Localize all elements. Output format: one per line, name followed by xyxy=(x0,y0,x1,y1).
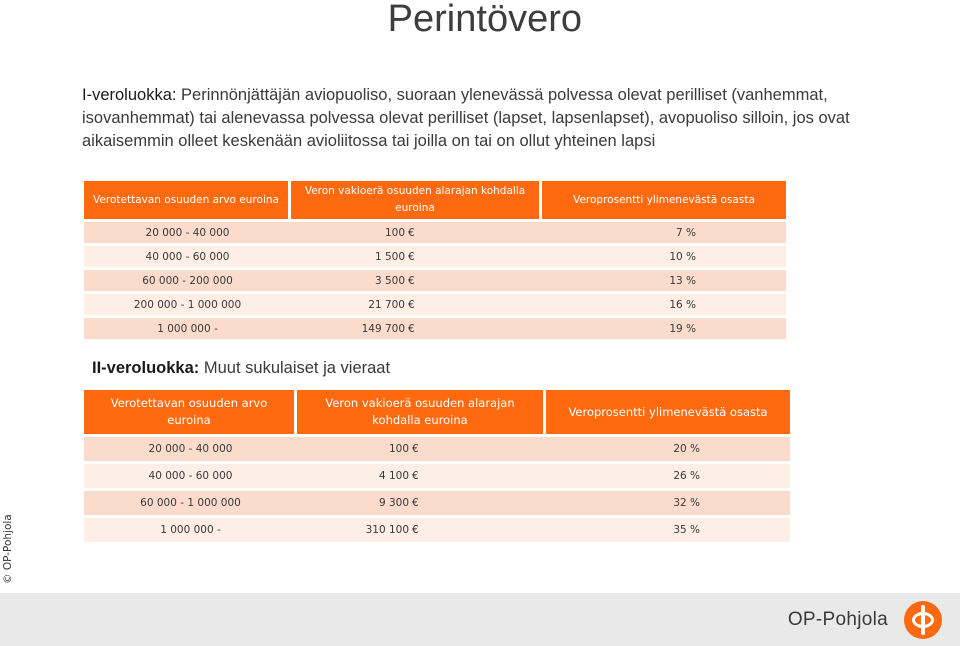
cell-range: 1 000 000 - xyxy=(84,518,297,545)
cell-base: 9 300 € xyxy=(297,491,546,518)
table-row: 1 000 000 -149 700 €19 % xyxy=(84,318,786,342)
cell-range: 40 000 - 60 000 xyxy=(84,246,291,270)
table-header-row: Verotettavan osuuden arvo euroina Veron … xyxy=(84,390,790,437)
cell-range: 20 000 - 40 000 xyxy=(84,437,297,464)
cell-rate: 26 % xyxy=(546,464,790,491)
cell-base-value: 4 100 xyxy=(378,470,409,482)
cell-base-value: 100 xyxy=(388,443,409,455)
cell-range: 40 000 - 60 000 xyxy=(84,464,297,491)
euro-symbol: € xyxy=(408,226,415,239)
header-base-tax: Veron vakioerä osuuden alarajan kohdalla… xyxy=(297,390,546,437)
table-row: 200 000 - 1 000 000 21 700 €16 % xyxy=(84,294,786,318)
cell-base-value: 21 700 xyxy=(368,298,405,311)
copyright-notice: © OP-Pohjola xyxy=(2,514,14,584)
cell-base: 100 € xyxy=(291,222,542,246)
euro-symbol: € xyxy=(412,470,419,482)
table-row: 60 000 - 1 000 000 9 300 €32 % xyxy=(84,491,790,518)
cell-base-value: 9 300 xyxy=(378,497,409,509)
cell-rate: 16 % xyxy=(542,294,786,318)
cell-base-value: 1 500 xyxy=(374,250,405,263)
tax-table-class-1: Verotettavan osuuden arvo euroina Veron … xyxy=(84,181,786,342)
table-row: 20 000 - 40 000 100 €7 % xyxy=(84,222,786,246)
table-row: 40 000 - 60 000 4 100 €26 % xyxy=(84,464,790,491)
class-1-label: I-veroluokka: xyxy=(82,86,177,104)
euro-symbol: € xyxy=(408,274,415,287)
table-row: 60 000 - 200 000 3 500 €13 % xyxy=(84,270,786,294)
cell-rate: 19 % xyxy=(542,318,786,342)
cell-base: 310 100 € xyxy=(297,518,546,545)
footer-bar: OP-Pohjola xyxy=(0,593,960,646)
class-1-description: Perinnönjättäjän aviopuoliso, suoraan yl… xyxy=(82,86,850,150)
cell-rate: 13 % xyxy=(542,270,786,294)
cell-base: 1 500 € xyxy=(291,246,542,270)
header-taxable-value: Verotettavan osuuden arvo euroina xyxy=(84,390,297,437)
op-logo-icon xyxy=(904,601,942,639)
table-header-row: Verotettavan osuuden arvo euroina Veron … xyxy=(84,181,786,222)
class-2-description: Muut sukulaiset ja vieraat xyxy=(199,359,391,377)
cell-base-value: 310 100 xyxy=(365,524,409,536)
header-tax-rate: Veroprosentti ylimenevästä osasta xyxy=(542,181,786,222)
cell-base: 149 700 € xyxy=(291,318,542,342)
cell-range: 60 000 - 200 000 xyxy=(84,270,291,294)
page-title: Perintövero xyxy=(387,0,582,40)
cell-rate: 20 % xyxy=(546,437,790,464)
tax-table-class-2: Verotettavan osuuden arvo euroina Veron … xyxy=(84,390,790,545)
euro-symbol: € xyxy=(408,298,415,311)
class-2-heading: II-veroluokka: Muut sukulaiset ja vieraa… xyxy=(92,359,390,378)
cell-base-value: 3 500 xyxy=(374,274,405,287)
cell-base: 100 € xyxy=(297,437,546,464)
cell-rate: 35 % xyxy=(546,518,790,545)
euro-symbol: € xyxy=(408,322,415,335)
table-row: 1 000 000 -310 100 €35 % xyxy=(84,518,790,545)
cell-range: 200 000 - 1 000 000 xyxy=(84,294,291,318)
cell-base-value: 149 700 xyxy=(361,322,405,335)
cell-base-value: 100 xyxy=(384,226,405,239)
euro-symbol: € xyxy=(412,443,419,455)
euro-symbol: € xyxy=(408,250,415,263)
euro-symbol: € xyxy=(412,497,419,509)
cell-rate: 32 % xyxy=(546,491,790,518)
brand-name: OP-Pohjola xyxy=(787,609,888,630)
header-base-tax: Veron vakioerä osuuden alarajan kohdalla… xyxy=(291,181,542,222)
class-2-label: II-veroluokka: xyxy=(92,359,200,377)
cell-base: 4 100 € xyxy=(297,464,546,491)
cell-base: 3 500 € xyxy=(291,270,542,294)
table-row: 20 000 - 40 000 100 €20 % xyxy=(84,437,790,464)
cell-range: 1 000 000 - xyxy=(84,318,291,342)
cell-range: 60 000 - 1 000 000 xyxy=(84,491,297,518)
cell-base: 21 700 € xyxy=(291,294,542,318)
table-row: 40 000 - 60 000 1 500 €10 % xyxy=(84,246,786,270)
intro-paragraph: I-veroluokka: Perinnönjättäjän aviopuoli… xyxy=(82,84,872,153)
cell-range: 20 000 - 40 000 xyxy=(84,222,291,246)
header-taxable-value: Verotettavan osuuden arvo euroina xyxy=(84,181,291,222)
euro-symbol: € xyxy=(412,524,419,536)
cell-rate: 7 % xyxy=(542,222,786,246)
header-tax-rate: Veroprosentti ylimenevästä osasta xyxy=(546,390,790,437)
cell-rate: 10 % xyxy=(542,246,786,270)
